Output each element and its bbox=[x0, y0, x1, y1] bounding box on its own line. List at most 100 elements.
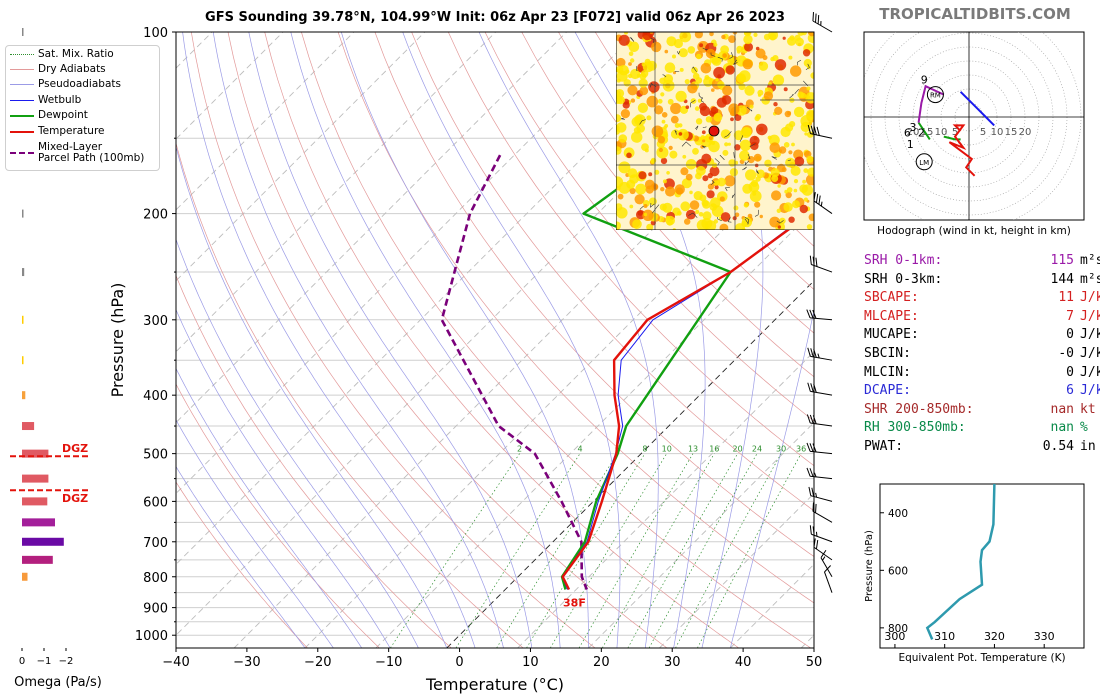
map-precip-blob bbox=[709, 203, 718, 211]
map-contour bbox=[744, 218, 749, 225]
map-precip-blob bbox=[651, 125, 664, 138]
wind-barb-flag bbox=[807, 347, 811, 357]
mixing-ratio-line bbox=[526, 453, 646, 648]
wind-barb bbox=[807, 382, 833, 396]
hodograph-ring-label: 5 bbox=[980, 127, 986, 138]
map-precip-blob bbox=[764, 159, 772, 167]
index-row: SBCIN: -0 J/kg bbox=[864, 345, 1100, 364]
wind-barb-flag bbox=[809, 414, 814, 424]
dry-adiabat-line bbox=[447, 32, 814, 467]
map-precip-blob bbox=[649, 197, 657, 206]
map-precip-blob bbox=[807, 131, 814, 138]
map-precip-blob bbox=[677, 128, 689, 141]
map-precip-blob bbox=[753, 153, 762, 162]
hodograph-height-label: 6 bbox=[904, 127, 911, 140]
map-precip-blob bbox=[670, 102, 682, 115]
map-precip-blob bbox=[741, 216, 753, 228]
hodograph-trace bbox=[943, 135, 961, 141]
omega-bar bbox=[22, 572, 28, 581]
map-precip-blob bbox=[666, 171, 670, 175]
map-contour bbox=[733, 59, 738, 65]
omega-axis-label: Omega (Pa/s) bbox=[14, 675, 102, 690]
map-precip-blob bbox=[665, 215, 675, 226]
pseudo-adiabat-line bbox=[478, 32, 659, 648]
map-precip-blob bbox=[616, 176, 624, 188]
wind-barb bbox=[809, 255, 833, 273]
mixing-ratio-line bbox=[627, 453, 738, 648]
wind-barb-half-flag bbox=[814, 472, 817, 478]
map-precip-blob bbox=[661, 119, 666, 124]
dry-adiabat-line bbox=[374, 32, 814, 557]
map-precip-blob bbox=[789, 35, 795, 41]
map-precip-blob bbox=[668, 145, 673, 150]
map-precip-blob bbox=[616, 65, 624, 74]
map-precip-blob bbox=[790, 165, 801, 176]
map-precip-blob bbox=[728, 103, 740, 115]
map-precip-blob bbox=[665, 186, 676, 197]
map-precip-blob bbox=[754, 163, 759, 168]
wind-barb-flag bbox=[815, 503, 817, 513]
map-contour bbox=[747, 153, 751, 159]
map-precip-blob bbox=[788, 150, 793, 155]
x-tick-label: −10 bbox=[375, 655, 402, 670]
map-precip-blob bbox=[654, 105, 664, 115]
map-precip-blob bbox=[734, 113, 742, 121]
omega-tick-label: −1 bbox=[37, 656, 52, 667]
map-precip-blob bbox=[698, 212, 704, 217]
wind-barb-staff bbox=[810, 317, 833, 321]
x-tick-label: 0 bbox=[455, 655, 463, 670]
index-value: 0 bbox=[1066, 327, 1074, 343]
hodograph-height-label: 3 bbox=[910, 121, 917, 134]
map-contour bbox=[674, 129, 677, 135]
map-precip-blob bbox=[695, 172, 702, 180]
map-precip-blob bbox=[762, 55, 768, 61]
map-precip-blob bbox=[745, 169, 757, 181]
map-precip-blob bbox=[650, 183, 659, 191]
map-precip-blob bbox=[636, 73, 641, 78]
map-precip-blob bbox=[676, 210, 682, 216]
wind-barb-flag bbox=[807, 382, 811, 392]
wind-barb-flag bbox=[812, 526, 815, 536]
index-value: 11 bbox=[1058, 290, 1074, 306]
map-precip-blob bbox=[695, 209, 700, 214]
wind-barb-flag bbox=[813, 192, 816, 202]
hodograph-ring-label: 20 bbox=[1019, 127, 1032, 138]
index-value: nan bbox=[1050, 401, 1074, 417]
map-precip-blob bbox=[713, 66, 725, 79]
map-precip-blob bbox=[643, 204, 648, 208]
omega-bar bbox=[22, 537, 64, 546]
index-value: 7 bbox=[1066, 308, 1074, 324]
omega-bar bbox=[22, 268, 25, 277]
map-precip-blob bbox=[674, 184, 685, 195]
map-precip-blob bbox=[734, 144, 741, 151]
map-precip-blob bbox=[694, 106, 700, 111]
wind-barb bbox=[807, 347, 833, 361]
legend-item: Dewpoint bbox=[10, 110, 88, 121]
map-precip-blob bbox=[742, 183, 753, 194]
hodograph-trace bbox=[917, 122, 931, 140]
map-precip-blob bbox=[648, 172, 653, 177]
index-row: MLCAPE: 7 J/kg bbox=[864, 308, 1100, 327]
map-contour bbox=[749, 143, 756, 147]
wind-barb-staff bbox=[812, 510, 833, 523]
map-precip-blob bbox=[794, 156, 805, 167]
wind-barb-flag bbox=[812, 256, 815, 266]
index-unit: J/kg bbox=[1080, 308, 1100, 324]
map-precip-blob bbox=[660, 157, 668, 165]
wind-barb-staff bbox=[810, 390, 833, 396]
map-precip-blob bbox=[736, 49, 741, 54]
theta-e-tick-label: 310 bbox=[934, 630, 955, 643]
wind-barb-flag bbox=[809, 443, 814, 452]
wind-barb-flag bbox=[815, 193, 819, 203]
map-precip-blob bbox=[733, 205, 739, 211]
map-precip-blob bbox=[803, 197, 809, 202]
dry-adiabat-line bbox=[484, 32, 814, 422]
mixing-ratio-line bbox=[390, 453, 520, 648]
map-contour bbox=[690, 100, 696, 108]
map-precip-blob bbox=[635, 183, 647, 195]
isotherm-line bbox=[176, 32, 213, 69]
hodograph-ring-label: 10 bbox=[991, 127, 1004, 138]
wind-barb-flag bbox=[812, 443, 817, 453]
map-precip-blob bbox=[720, 129, 731, 140]
map-precip-blob bbox=[675, 90, 687, 102]
